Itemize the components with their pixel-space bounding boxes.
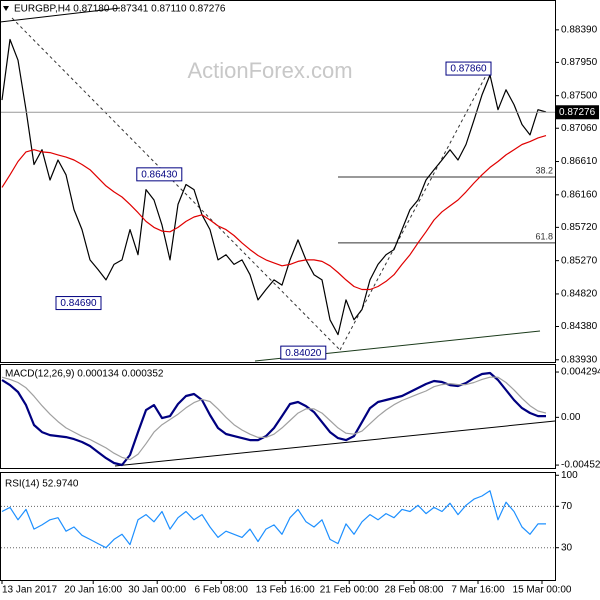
- y-tick-label: 0.85720: [561, 222, 598, 233]
- y-tick-label: 100: [561, 470, 578, 481]
- macd-panel-frame: [0, 364, 556, 469]
- fib-label: 38.2: [535, 165, 553, 175]
- x-tick-label: 13 Feb 16:00: [256, 585, 315, 596]
- annotation-label: 0.84020: [285, 348, 322, 359]
- annotation-box: [136, 167, 183, 182]
- trendline: [339, 67, 491, 351]
- y-tick-label: 0.83930: [561, 354, 598, 365]
- last-price-box: [556, 105, 599, 120]
- series-line: [1, 135, 547, 291]
- macd-title: MACD(12,26,9) 0.000134 0.000352: [5, 369, 164, 380]
- x-tick-label: 30 Jan 00:00: [128, 585, 186, 596]
- rsi-title: RSI(14) 52.9740: [5, 479, 79, 490]
- y-tick-label: -0.004523: [561, 460, 600, 471]
- y-tick-label: 0.87950: [561, 57, 598, 68]
- annotation-label: 0.86430: [141, 169, 178, 180]
- series-line: [1, 371, 546, 467]
- x-tick-label: 15 Mar 00:00: [513, 585, 572, 596]
- series-line: [1, 376, 547, 461]
- y-tick-label: 0.86610: [561, 156, 598, 167]
- y-tick-label: 0.87060: [561, 123, 598, 134]
- series-line: [1, 38, 547, 336]
- annotation-box: [55, 296, 102, 311]
- watermark: ActionForex.com: [187, 58, 352, 83]
- x-tick-label: 13 Jan 2017: [2, 585, 57, 596]
- x-tick-label: 28 Feb 08:00: [385, 585, 444, 596]
- menu-triangle: [3, 6, 9, 11]
- rsi-panel-frame: [0, 472, 556, 581]
- macd-trendline: [114, 420, 556, 467]
- annotation-label: 0.84690: [60, 298, 97, 309]
- annotation-label: 0.87860: [450, 64, 487, 75]
- trendline: [0, 7, 121, 23]
- fib-label: 61.8: [535, 231, 553, 241]
- x-tick-label: 20 Jan 16:00: [64, 585, 122, 596]
- y-tick-label: 0.86160: [561, 189, 598, 200]
- y-tick-label: 70: [561, 501, 573, 512]
- y-tick-label: 0.004294: [561, 367, 600, 378]
- x-tick-label: 21 Feb 00:00: [320, 585, 379, 596]
- price-panel-frame: [0, 0, 556, 363]
- last-price-label: 0.87276: [559, 107, 596, 118]
- series-line: [1, 490, 546, 549]
- y-tick-label: 0.87500: [561, 90, 598, 101]
- x-tick-label: 7 Mar 16:00: [451, 585, 505, 596]
- y-tick-label: 0.85270: [561, 255, 598, 266]
- y-tick-label: 0.00: [561, 412, 581, 423]
- y-tick-label: 30: [561, 542, 573, 553]
- annotation-box: [445, 61, 492, 76]
- y-tick-label: 0.84820: [561, 289, 598, 300]
- y-tick-label: 0.84380: [561, 321, 598, 332]
- x-tick-label: 6 Feb 08:00: [195, 585, 249, 596]
- y-tick-label: 0.88390: [561, 24, 598, 35]
- price-title: EURGBP,H4 0.87180 0.87341 0.87110 0.8727…: [14, 4, 226, 15]
- annotation-box: [280, 345, 327, 360]
